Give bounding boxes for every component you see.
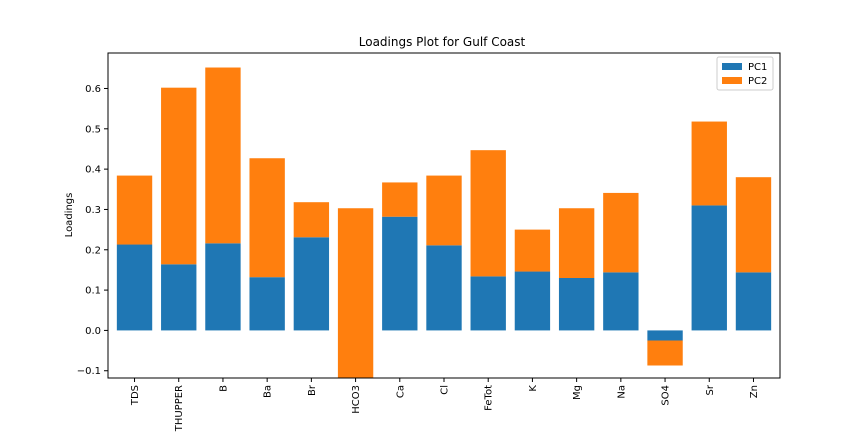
y-tick-label: 0.4 — [85, 165, 101, 176]
bar-pc1-b — [205, 243, 241, 331]
x-tick-label: Sr — [705, 384, 716, 395]
bar-pc2-hco3 — [337, 208, 374, 378]
x-tick-label: SO4 — [661, 385, 672, 406]
bar-pc1-k — [514, 271, 551, 331]
x-axis: TDS THUPPER B Ba Br HCO3 Ca Cl FeTot K Mg Na SO4 Sr Zn — [130, 378, 760, 432]
bar-pc1-ba — [249, 277, 285, 331]
legend-swatch-pc2 — [722, 77, 742, 84]
bar-pc2-mg — [558, 208, 595, 278]
bar-pc1-br — [293, 237, 330, 331]
bar-pc1-sr — [691, 205, 727, 331]
y-tick-label: 0.1 — [85, 286, 101, 297]
bar-pc2-tds — [116, 175, 153, 245]
y-tick-label: 0.3 — [85, 205, 101, 216]
bar-pc2-br — [293, 202, 330, 238]
x-tick-label: Cl — [440, 385, 451, 395]
bar-pc2-ba — [249, 158, 285, 278]
plot-area — [116, 67, 772, 378]
bar-pc1-fetot — [470, 276, 506, 331]
bar-pc2-na — [603, 192, 639, 273]
x-tick-label: Ba — [263, 385, 274, 398]
bar-pc1-ca — [382, 216, 418, 331]
bar-pc2-fetot — [470, 150, 506, 277]
bar-pc2-sr — [691, 121, 727, 206]
bar-pc1-zn — [735, 272, 772, 331]
y-tick-label: 0.5 — [85, 124, 101, 135]
chart-title: Loadings Plot for Gulf Coast — [359, 35, 526, 49]
bar-pc1-so4 — [647, 330, 683, 341]
x-tick-label: Br — [307, 384, 318, 396]
y-tick-label: 0.6 — [85, 84, 101, 95]
legend-swatch-pc1 — [722, 63, 742, 70]
legend-label-pc1: PC1 — [748, 62, 767, 73]
x-tick-label: Ca — [395, 385, 406, 398]
bar-pc2-k — [514, 229, 551, 272]
x-tick-label: TDS — [130, 385, 141, 406]
bar-pc2-cl — [426, 175, 462, 246]
bar-pc2-so4 — [647, 340, 683, 366]
bar-pc1-tds — [116, 244, 153, 331]
y-tick-label: −0.1 — [77, 366, 101, 377]
x-tick-label: B — [218, 385, 229, 392]
bar-pc2-b — [205, 67, 241, 244]
bar-pc2-thupper — [161, 87, 197, 265]
bar-pc2-ca — [382, 182, 418, 217]
y-axis: −0.1 0.0 0.1 0.2 0.3 0.4 0.5 0.6 — [77, 84, 108, 377]
x-tick-label: THUPPER — [174, 385, 185, 432]
y-tick-label: 0.0 — [85, 326, 101, 337]
bar-pc1-thupper — [161, 264, 197, 331]
bar-pc2-zn — [735, 177, 772, 273]
x-tick-label: Mg — [572, 385, 583, 400]
bar-pc1-mg — [558, 278, 595, 331]
bar-pc1-cl — [426, 245, 462, 331]
x-tick-label: FeTot — [484, 385, 495, 411]
bar-pc1-na — [603, 272, 639, 331]
x-tick-label: HCO3 — [351, 385, 362, 414]
legend-label-pc2: PC2 — [748, 76, 767, 87]
x-tick-label: Na — [616, 385, 627, 399]
y-tick-label: 0.2 — [85, 245, 101, 256]
x-tick-label: K — [528, 385, 539, 392]
x-tick-label: Zn — [749, 385, 760, 398]
y-axis-label: Loadings — [64, 193, 75, 238]
